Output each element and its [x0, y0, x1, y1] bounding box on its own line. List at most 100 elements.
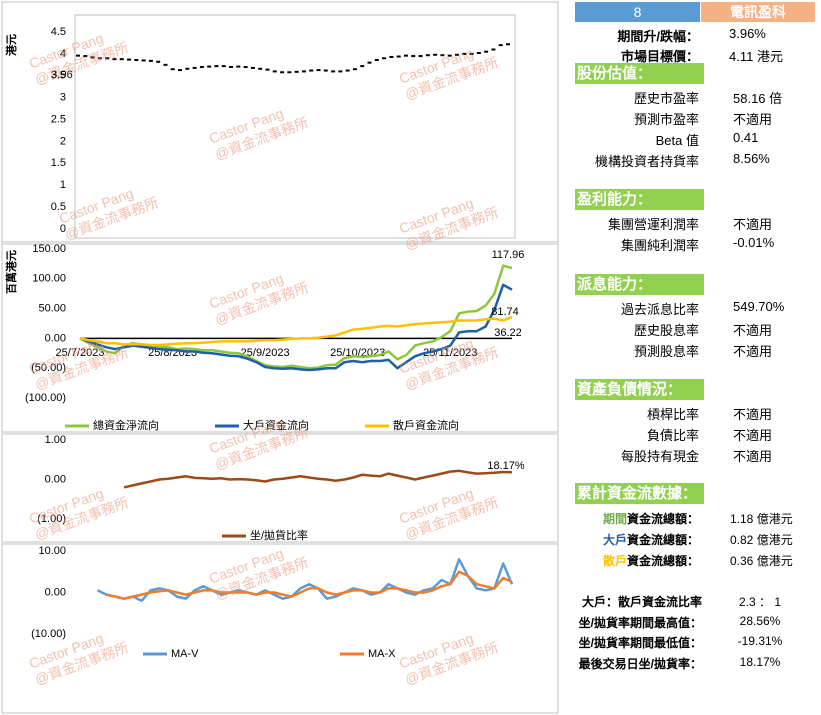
price-marker: [272, 70, 277, 73]
flow-label-prefix: 散戶: [602, 554, 627, 568]
price-marker: [170, 68, 175, 71]
y-tick-label: 4.5: [51, 26, 66, 38]
charts: 港元 0 0.5 1 1.5 2 2.5 3 3.5 4 4.5 3.96 百萬港元 150.00 100.…: [1, 1, 559, 714]
price-marker: [491, 48, 496, 51]
y-tick-label: 100.00: [32, 273, 66, 285]
row-value: 8.56%: [733, 151, 770, 166]
y-tick-label: 2: [60, 135, 66, 147]
price-marker: [192, 66, 197, 69]
price-marker: [396, 55, 401, 58]
row-value: 0.41: [733, 130, 759, 145]
section-title: 股份估值：: [575, 63, 704, 84]
chart-frame: [1, 1, 559, 243]
price-marker: [506, 43, 510, 46]
price-marker: [90, 56, 95, 59]
price-marker: [185, 67, 190, 70]
series-line: [79, 283, 513, 372]
price-marker: [97, 57, 102, 60]
row-label: 負債比率: [646, 428, 699, 443]
price-marker: [178, 69, 183, 72]
data-label: 36.22: [494, 327, 522, 339]
stock-code: 8: [575, 2, 700, 22]
summary-value: 3.96%: [729, 26, 766, 41]
ratio-value: 2.3 ： 1: [738, 595, 782, 609]
price-marker: [309, 69, 314, 72]
watermark: Castor Pang@資金流事務所: [207, 263, 311, 328]
watermark: Castor Pang@資金流事務所: [397, 188, 501, 253]
watermark: Castor Pang@資金流事務所: [27, 23, 131, 88]
watermark: Castor Pang@資金流事務所: [27, 478, 131, 543]
price-marker: [352, 68, 357, 71]
data-label: 81.74: [491, 306, 519, 318]
legend-label: 總資金淨流向: [93, 418, 159, 432]
y-tick-label: 1: [60, 179, 66, 191]
price-marker: [294, 70, 299, 73]
watermark: Castor Pang@資金流事務所: [207, 98, 311, 163]
legend-label: 散戶資金流向: [393, 418, 459, 432]
price-marker: [105, 57, 110, 60]
flow-row-value: 0.36 億港元: [730, 554, 793, 568]
y-tick-label: 0.5: [51, 201, 66, 213]
row-label: 預測市盈率: [633, 112, 699, 127]
price-marker: [469, 52, 474, 55]
price-marker: [301, 70, 306, 73]
price-marker: [119, 58, 124, 61]
price-marker: [389, 55, 394, 58]
flow-row-label: 期間資金流總額：: [603, 510, 699, 527]
row-value: 不適用: [733, 323, 773, 338]
flow-row-value: 0.82 億港元: [730, 533, 793, 547]
row-value: 549.70%: [733, 299, 785, 314]
price-marker: [287, 71, 292, 74]
ratio-label: 最後交易日坐/拋貨率：: [578, 657, 702, 672]
watermark: Castor Pang@資金流事務所: [397, 328, 501, 393]
data-label: 117.96: [492, 249, 525, 261]
price-marker: [229, 66, 234, 69]
section-title: 累計資金流數據：: [575, 483, 704, 504]
y-tick-label: 10.00: [38, 545, 66, 557]
x-tick-label: 25/9/2023: [241, 347, 290, 359]
y-tick-label: 4: [60, 48, 66, 60]
series-line: [79, 315, 513, 347]
price-marker: [258, 67, 263, 70]
row-value: 不適用: [733, 407, 773, 422]
y-tick-label: 3.5: [51, 70, 66, 82]
legend-label: 坐/拋貨比率: [250, 528, 308, 542]
y-tick-label: 0.00: [45, 586, 66, 598]
price-marker: [134, 59, 139, 62]
price-marker: [280, 71, 285, 74]
price-marker: [425, 54, 430, 57]
flow-label-text: 資金流總額：: [626, 533, 699, 547]
row-value: 不適用: [733, 449, 773, 464]
price-marker: [484, 50, 489, 53]
watermark: Castor Pang@資金流事務所: [397, 38, 501, 103]
legend-label: MA-V: [171, 648, 199, 660]
plot-frame: [74, 14, 516, 239]
summary-label: 市場目標價：: [620, 49, 699, 64]
y-tick-label: 50.00: [38, 303, 66, 315]
y-tick-label: (50.00): [31, 362, 66, 374]
y-tick-label: (1.00): [37, 513, 66, 525]
x-tick-label: 25/7/2023: [56, 347, 105, 359]
row-value: 不適用: [733, 112, 773, 127]
legend-label: MA-X: [368, 648, 396, 660]
price-marker: [447, 54, 452, 57]
price-marker: [236, 65, 241, 68]
price-marker: [243, 66, 248, 69]
price-marker: [411, 55, 416, 58]
row-label: 集團營運利潤率: [607, 217, 699, 232]
ratio-label: 坐/拋貨率期間最高值：: [578, 615, 702, 630]
price-marker: [498, 44, 503, 47]
chart-frame: [1, 243, 559, 433]
row-label: 歷史股息率: [633, 323, 699, 338]
price-marker: [403, 54, 408, 57]
data-label: 3.96: [51, 69, 72, 81]
ratio-value: 18.17%: [739, 655, 781, 670]
legend-label: 大戶資金流向: [243, 418, 309, 432]
price-marker: [83, 55, 88, 58]
watermark: Castor Pang@資金流事務所: [397, 623, 501, 688]
y-axis-label: 港元: [4, 34, 18, 56]
y-tick-label: (10.00): [31, 628, 66, 640]
summary-label: 期間升/跌幅：: [617, 29, 699, 44]
y-tick-label: 2.5: [51, 113, 66, 125]
